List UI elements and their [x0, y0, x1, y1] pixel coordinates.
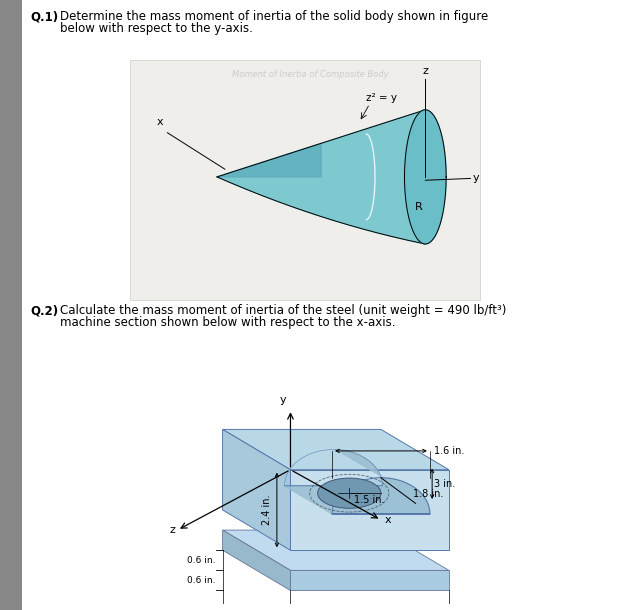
Text: 0.6 in.: 0.6 in.	[187, 556, 216, 565]
Polygon shape	[217, 110, 425, 244]
Text: Calculate the mass moment of inertia of the steel (unit weight = 490 lb/ft³): Calculate the mass moment of inertia of …	[60, 304, 507, 317]
Text: 3 in.: 3 in.	[435, 479, 456, 489]
Text: Moment of Inertia of Composite Body: Moment of Inertia of Composite Body	[232, 70, 388, 79]
Polygon shape	[404, 110, 446, 244]
Polygon shape	[285, 450, 430, 514]
Text: 1.8 in.: 1.8 in.	[413, 489, 443, 499]
Polygon shape	[290, 570, 449, 590]
Polygon shape	[332, 478, 430, 514]
Polygon shape	[223, 530, 449, 570]
Text: 1.5 in.: 1.5 in.	[354, 495, 384, 505]
Polygon shape	[223, 429, 449, 470]
Bar	[0, 0, 22, 610]
Ellipse shape	[317, 478, 381, 508]
Text: 0.6 in.: 0.6 in.	[187, 576, 216, 585]
Text: Q.1): Q.1)	[30, 10, 58, 23]
Polygon shape	[223, 530, 290, 590]
Polygon shape	[223, 429, 290, 550]
Text: machine section shown below with respect to the x-axis.: machine section shown below with respect…	[60, 316, 396, 329]
Polygon shape	[217, 143, 321, 177]
Text: Determine the mass moment of inertia of the solid body shown in figure: Determine the mass moment of inertia of …	[60, 10, 489, 23]
Text: y: y	[472, 173, 479, 184]
Text: y: y	[280, 395, 286, 404]
Text: 2.4 in.: 2.4 in.	[262, 495, 272, 525]
Polygon shape	[290, 470, 449, 550]
Text: z: z	[422, 66, 428, 76]
Text: R: R	[415, 203, 423, 212]
Text: x: x	[384, 515, 391, 525]
Text: Q.2): Q.2)	[30, 304, 58, 317]
Text: x: x	[156, 117, 163, 126]
Text: z: z	[170, 525, 175, 536]
Text: below with respect to the y-axis.: below with respect to the y-axis.	[60, 22, 253, 35]
Bar	[130, 60, 480, 300]
Text: 1.6 in.: 1.6 in.	[435, 446, 465, 456]
Text: z² = y: z² = y	[366, 93, 397, 102]
